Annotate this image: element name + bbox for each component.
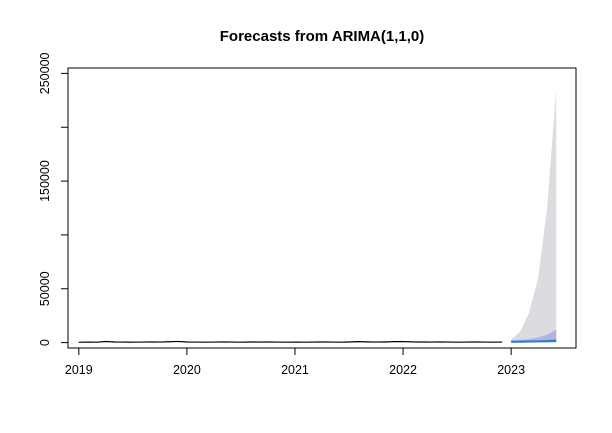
band-95: [511, 89, 557, 343]
y-tick-label: 50000: [38, 271, 52, 306]
x-tick-label: 2020: [173, 363, 201, 377]
forecast-bands: [511, 89, 557, 343]
x-axis: 2019 2020 2021 2022 2023: [65, 347, 525, 377]
forecast-mean-line: [511, 339, 557, 343]
y-tick-label: 0: [38, 339, 52, 346]
x-tick-label: 2019: [65, 363, 93, 377]
y-tick-label: 150000: [38, 160, 52, 202]
band-80: [511, 329, 557, 343]
x-tick-label: 2023: [497, 363, 525, 377]
y-axis: 0 50000 150000 250000: [38, 52, 69, 346]
y-tick-label: 250000: [38, 52, 52, 94]
x-tick-label: 2021: [281, 363, 309, 377]
x-tick-label: 2022: [389, 363, 417, 377]
history-line: [78, 340, 503, 343]
plot-frame: [67, 67, 577, 349]
series-lines: [78, 339, 557, 343]
chart-title: Forecasts from ARIMA(1,1,0): [220, 28, 425, 45]
